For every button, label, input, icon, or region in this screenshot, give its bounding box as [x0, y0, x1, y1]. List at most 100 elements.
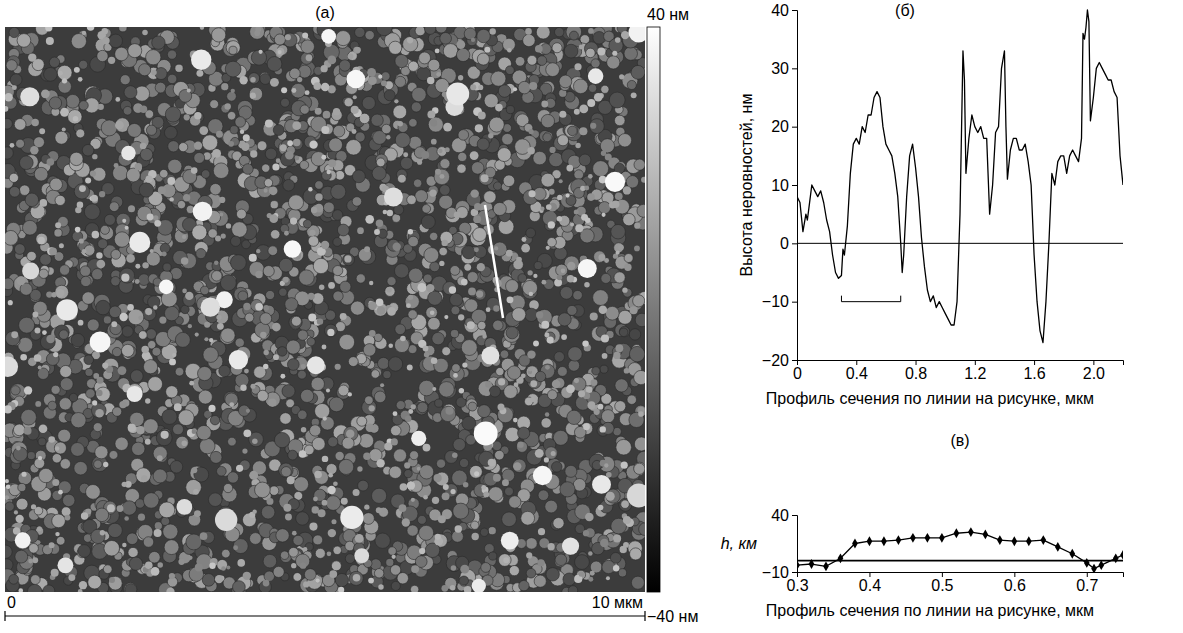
texture-grain — [178, 410, 194, 426]
texture-grain — [365, 396, 374, 405]
texture-grain — [333, 238, 342, 247]
texture-grain — [104, 214, 115, 225]
texture-grain — [500, 350, 509, 359]
texture-grain — [618, 569, 626, 577]
texture-grain — [16, 498, 28, 510]
texture-grain — [497, 148, 511, 162]
texture-grain — [177, 200, 185, 208]
texture-grain — [298, 65, 311, 78]
texture-grain — [624, 47, 637, 60]
texture-grain — [480, 528, 488, 536]
texture-grain — [601, 410, 614, 423]
texture-grain — [152, 347, 161, 356]
texture-grain — [437, 147, 447, 157]
texture-grain — [37, 368, 49, 380]
texture-grain — [175, 64, 183, 72]
texture-grain — [425, 27, 436, 34]
texture-grain — [551, 462, 562, 473]
texture-grain — [245, 313, 254, 322]
texture-grain — [496, 367, 504, 375]
texture-grain — [234, 287, 248, 301]
texture-grain — [541, 418, 551, 428]
texture-grain — [279, 288, 287, 296]
texture-grain — [109, 202, 119, 212]
texture-grain — [623, 288, 632, 297]
texture-grain — [153, 446, 167, 460]
texture-grain — [526, 568, 536, 578]
texture-grain — [557, 135, 568, 146]
texture-grain — [357, 416, 367, 426]
texture-grain — [168, 141, 179, 152]
texture-grain — [469, 465, 482, 478]
texture-grain — [387, 277, 396, 286]
texture-grain — [146, 329, 157, 340]
texture-grain — [363, 513, 375, 525]
texture-grain — [346, 139, 362, 155]
texture-grain — [250, 27, 265, 39]
texture-grain — [121, 344, 134, 357]
texture-grain — [594, 251, 606, 263]
texture-grain — [14, 244, 25, 255]
texture-grain — [199, 438, 215, 454]
texture-grain — [417, 402, 428, 413]
texture-grain — [125, 584, 137, 592]
texture-grain — [439, 195, 453, 209]
texture-grain — [163, 524, 178, 539]
texture-grain — [198, 390, 212, 404]
texture-grain — [56, 536, 65, 545]
texture-grain — [311, 377, 324, 390]
texture-grain — [421, 215, 435, 229]
texture-grain — [111, 249, 121, 259]
texture-grain — [459, 458, 468, 467]
texture-grain — [526, 228, 536, 238]
texture-grain — [534, 262, 542, 270]
texture-grain — [408, 236, 419, 247]
texture-grain — [123, 106, 132, 115]
texture-grain — [120, 75, 130, 85]
texture-grain — [208, 493, 222, 507]
texture-grain — [223, 483, 232, 492]
texture-grain — [248, 73, 259, 84]
texture-grain — [495, 450, 505, 460]
texture-grain — [547, 390, 557, 400]
texture-grain — [588, 84, 596, 92]
texture-grain — [293, 535, 303, 545]
texture-grain — [331, 561, 341, 571]
texture-grain — [502, 512, 517, 527]
texture-grain — [315, 403, 330, 418]
texture-grain — [375, 533, 390, 548]
texture-grain — [397, 174, 406, 183]
texture-grain — [376, 158, 385, 167]
afm-image — [5, 27, 645, 592]
texture-grain — [95, 446, 108, 459]
texture-grain — [58, 429, 71, 442]
texture-grain — [630, 548, 642, 560]
texture-grain — [329, 397, 344, 412]
texture-grain — [474, 246, 486, 258]
texture-grain — [489, 552, 497, 560]
texture-grain — [281, 467, 291, 477]
texture-grain — [289, 316, 302, 329]
texture-grain — [5, 502, 14, 511]
texture-grain — [519, 580, 529, 590]
texture-grain — [249, 533, 261, 545]
texture-grain — [493, 182, 501, 190]
texture-grain — [297, 370, 306, 379]
texture-grain — [549, 152, 563, 166]
texture-grain — [428, 117, 443, 132]
texture-grain — [219, 365, 231, 377]
texture-grain — [86, 389, 95, 398]
texture-grain — [54, 325, 69, 340]
texture-grain — [506, 106, 514, 114]
texture-grain — [87, 319, 99, 331]
texture-grain — [442, 347, 451, 356]
texture-grain — [232, 222, 248, 238]
texture-grain — [122, 326, 133, 337]
texture-grain — [43, 585, 55, 592]
texture-grain — [55, 195, 65, 205]
texture-grain — [85, 368, 93, 376]
texture-grain — [477, 138, 489, 150]
texture-grain — [280, 413, 292, 425]
texture-grain — [261, 505, 275, 519]
texture-grain — [568, 586, 577, 592]
